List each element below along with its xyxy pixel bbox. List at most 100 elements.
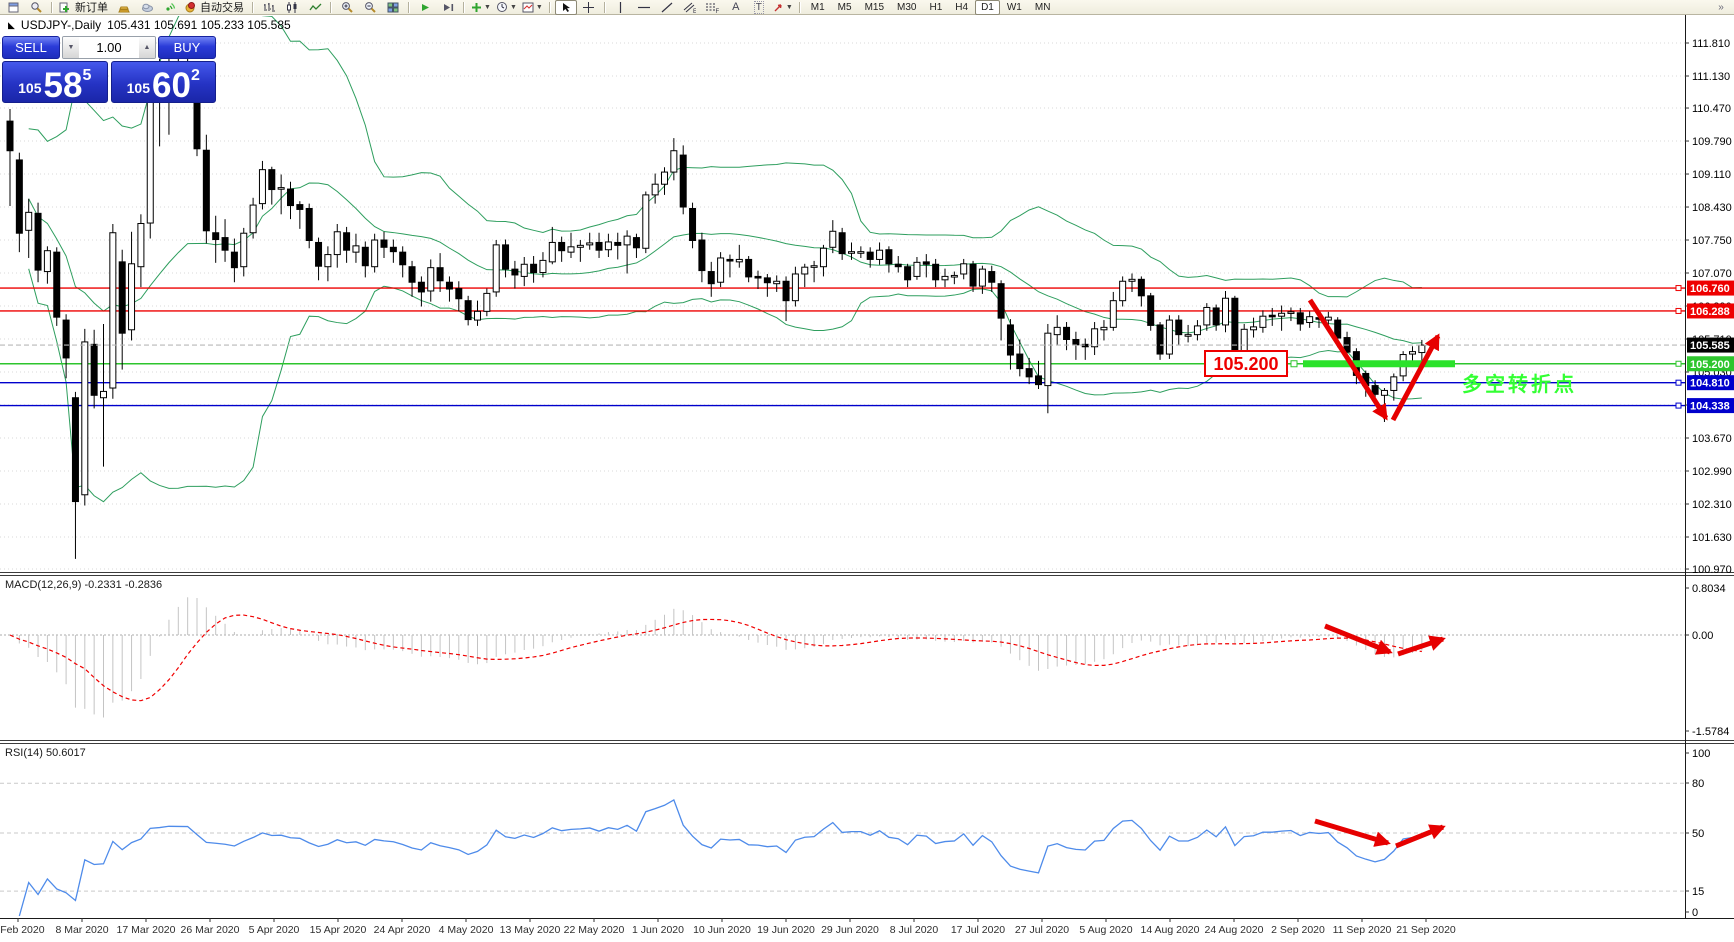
indicators-add-button[interactable]: ▼: [469, 0, 493, 15]
gold-icon[interactable]: [113, 0, 135, 15]
axis-label-106.760[interactable]: [1687, 280, 1734, 296]
buy-price-button[interactable]: 105 60 2: [110, 61, 216, 103]
candle-body: [287, 188, 294, 207]
trend-arrow-rsi[interactable]: [1395, 824, 1446, 849]
axis-label-105.200[interactable]: [1687, 356, 1734, 372]
hline-handle[interactable]: [1675, 402, 1682, 409]
rsi-line: [18, 798, 1423, 917]
cursor-tool[interactable]: [554, 0, 577, 15]
fibonacci-tool[interactable]: F: [702, 0, 724, 15]
sell-price-big: 58: [43, 66, 83, 106]
zoom-out-icon[interactable]: [359, 0, 381, 15]
chart-shift-icon[interactable]: [437, 0, 459, 15]
axis-label-106.760-text: 106.760: [1690, 283, 1730, 295]
axis-label-106.288[interactable]: [1687, 303, 1734, 319]
buy-price-prefix: 105: [126, 80, 150, 96]
sell-price-button[interactable]: 105 58 5: [2, 61, 108, 103]
axis-label-104.810[interactable]: [1687, 375, 1734, 391]
date-tick-label: 17 Jul 2020: [951, 924, 1005, 936]
timeframe-h1[interactable]: H1: [929, 1, 943, 13]
vertical-line-tool[interactable]: [610, 0, 632, 15]
toolbar-overflow-button[interactable]: »: [1710, 0, 1732, 15]
hline-handle[interactable]: [1675, 379, 1682, 386]
text-tool[interactable]: A: [732, 1, 740, 13]
date-tick-label: 14 Aug 2020: [1141, 924, 1200, 936]
rsi-label: RSI(14) 50.6017: [5, 747, 86, 759]
candle-body: [623, 235, 631, 246]
tile-windows-icon[interactable]: [382, 0, 404, 15]
candle-body: [1231, 297, 1239, 357]
support-zone-bar[interactable]: [1303, 360, 1455, 368]
candle-body: [885, 249, 893, 265]
axis-label-104.338[interactable]: [1687, 398, 1734, 414]
candlestick-chart-icon[interactable]: [281, 0, 303, 15]
crosshair-tool[interactable]: [578, 0, 600, 15]
rsi-plot-area[interactable]: [0, 745, 1685, 917]
sell-button[interactable]: SELL: [2, 36, 60, 59]
date-tick-label: 2 Sep 2020: [1271, 924, 1325, 936]
timeframe-mn[interactable]: MN: [1034, 1, 1051, 13]
bar-chart-icon[interactable]: [258, 0, 280, 15]
candle-body: [726, 258, 734, 262]
zoom-in-icon[interactable]: [336, 0, 358, 15]
candle-body: [651, 183, 659, 196]
macd-plot-area[interactable]: [0, 577, 1685, 741]
candle-body: [520, 263, 528, 277]
hline-handle[interactable]: [1675, 360, 1682, 367]
timeframe-m5[interactable]: M5: [837, 1, 852, 13]
date-tick-label: 1 Jun 2020: [632, 924, 684, 936]
equidistant-channel-tool[interactable]: E: [679, 0, 701, 15]
trend-line-tool[interactable]: [656, 0, 678, 15]
market-watch-icon[interactable]: [25, 0, 47, 15]
axis-label-current-price[interactable]: [1687, 337, 1734, 353]
new-chart-icon[interactable]: [2, 0, 24, 15]
arrows-tool[interactable]: ▼: [771, 0, 795, 15]
timeframe-h4[interactable]: H4: [955, 1, 969, 13]
volume-decrease-button[interactable]: ▼: [63, 37, 79, 58]
autotrade-button[interactable]: 自动交易: [182, 0, 248, 15]
text-label-tool[interactable]: T: [753, 0, 764, 14]
timeframe-m30[interactable]: M30: [897, 1, 917, 13]
periods-button[interactable]: ▼: [494, 0, 519, 15]
timeframe-d1[interactable]: D1: [975, 0, 1000, 15]
cn-turning-point-label[interactable]: 多空转折点: [1462, 372, 1577, 396]
volume-increase-button[interactable]: ▲: [139, 37, 155, 58]
buy-button[interactable]: BUY: [158, 36, 216, 59]
candle-body: [894, 263, 902, 268]
support-zone-handle[interactable]: [1290, 360, 1298, 368]
candle-body: [1156, 324, 1164, 355]
timeframe-m15[interactable]: M15: [864, 1, 885, 13]
hline-handle[interactable]: [1675, 285, 1682, 292]
candle-body: [1334, 319, 1342, 339]
trend-arrow-rsi[interactable]: [1314, 818, 1391, 847]
chevron-down-icon: ▼: [535, 3, 543, 11]
signal-icon[interactable]: [159, 0, 181, 15]
auto-scroll-icon[interactable]: [414, 0, 436, 15]
horizontal-line-tool[interactable]: [633, 0, 655, 15]
macd-tick-label: 0.00: [1692, 630, 1713, 642]
candle-body: [1091, 328, 1099, 348]
date-tick-label: 5 Aug 2020: [1079, 924, 1132, 936]
new-order-button[interactable]: 新订单: [57, 0, 112, 15]
trend-arrow-macd[interactable]: [1324, 623, 1393, 655]
trend-arrow-main[interactable]: [1390, 333, 1441, 422]
bollinger-lower-band: [28, 268, 1422, 503]
timeframe-w1[interactable]: W1: [1006, 1, 1022, 13]
price-annotation-box[interactable]: [1204, 350, 1288, 377]
candle-body: [230, 251, 238, 269]
candle-body: [988, 271, 996, 283]
chart-plot-area[interactable]: [0, 16, 1685, 572]
line-chart-icon[interactable]: [304, 0, 326, 15]
hline-handle[interactable]: [1675, 307, 1682, 314]
bollinger-upper-band: [28, 16, 1422, 298]
volume-input[interactable]: [79, 37, 139, 58]
templates-button[interactable]: ▼: [520, 0, 545, 15]
candle-body: [1409, 351, 1416, 355]
cloud-icon[interactable]: [136, 0, 158, 15]
timeframe-m1[interactable]: M1: [810, 1, 825, 13]
candle-body: [1053, 326, 1061, 336]
trend-arrow-macd[interactable]: [1397, 635, 1446, 657]
trend-arrow-main[interactable]: [1307, 298, 1389, 421]
date-tick-label: 21 Sep 2020: [1396, 924, 1456, 936]
